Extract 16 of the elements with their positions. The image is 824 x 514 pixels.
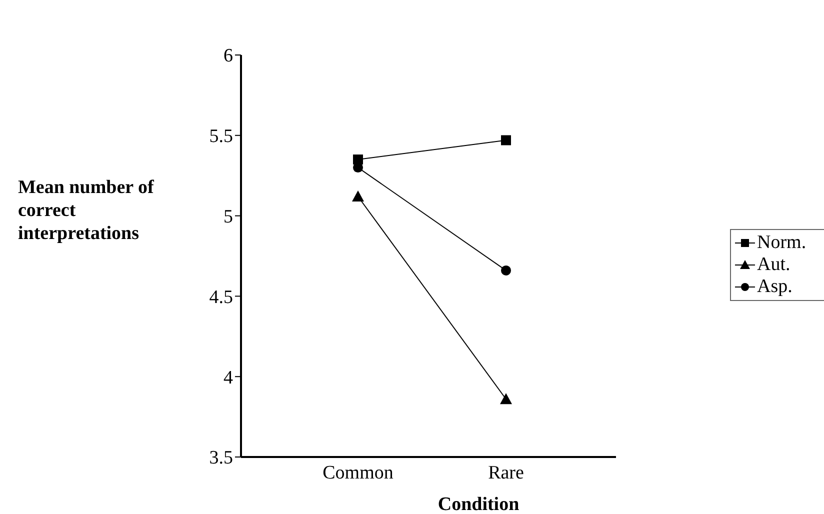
y-axis-title: Mean number of correct interpretations [18, 176, 155, 245]
point [353, 154, 363, 165]
legend-label: Norm. [757, 232, 806, 254]
y-tick-label: 5 [224, 206, 233, 228]
x-axis-title: Condition [436, 494, 520, 514]
legend-label: Asp. [757, 276, 792, 298]
y-tick-label: 5.5 [209, 126, 233, 148]
legend-label: Aut. [757, 254, 790, 276]
y-tick-label: 4.5 [209, 286, 233, 308]
y-tick-label: 6 [224, 46, 233, 67]
y-tick-label: 4 [224, 367, 234, 388]
y-tick-label: 3.5 [209, 448, 233, 469]
point [501, 135, 511, 146]
point [501, 265, 511, 276]
x-tick-label: Rare [488, 462, 524, 484]
x-tick-label: Common [322, 462, 394, 484]
